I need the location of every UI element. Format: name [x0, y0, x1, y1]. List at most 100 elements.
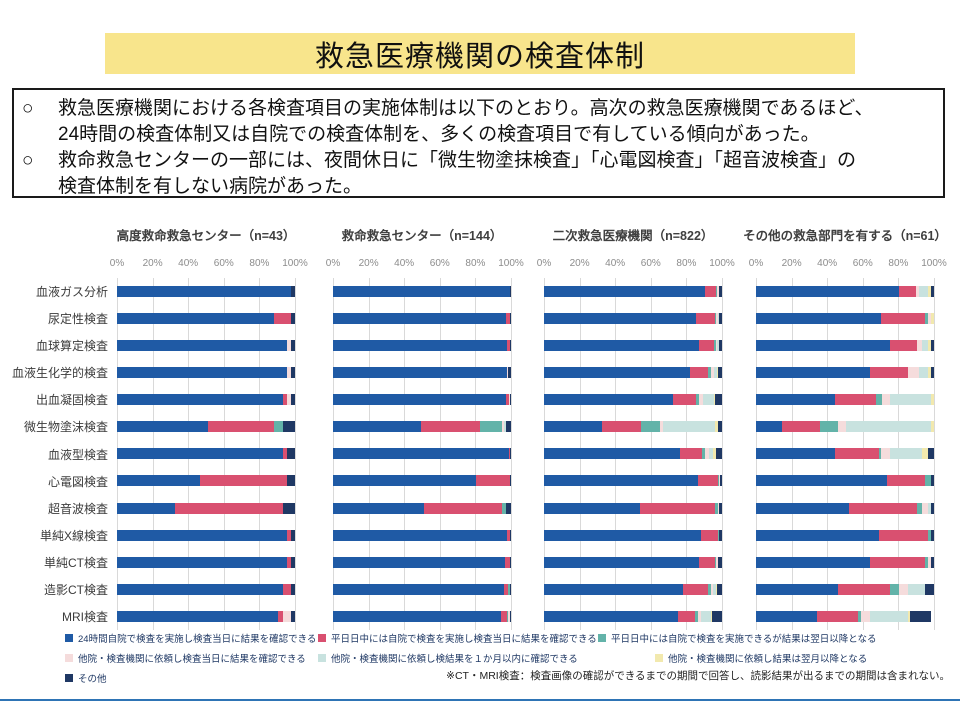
bar-row — [544, 467, 722, 494]
bar-segment-blue — [756, 610, 818, 622]
bar-segment-navy — [509, 448, 511, 460]
bar-segment-blue — [333, 583, 504, 595]
bar-segment-navy — [509, 529, 511, 541]
axis-tick: 60% — [429, 258, 450, 269]
row-label: 心電図検査 — [47, 474, 108, 489]
bar-segment-pink — [682, 583, 708, 595]
bar-segment-blue — [117, 529, 287, 541]
stacked-bar — [117, 421, 295, 433]
legend-chip-teal — [598, 634, 606, 642]
bar-row — [333, 603, 511, 630]
bar-segment-lightteal — [663, 421, 716, 433]
bar-segment-pink — [506, 313, 510, 325]
bar-segment-pink — [869, 367, 908, 379]
bar-segment-teal — [858, 610, 861, 622]
bullet-2-line-1: 救命救急センターの一部には、夜間休日に「微生物塗抹検査」「心電図検査」「超音波検… — [58, 150, 857, 171]
row-label: 造影CT検査 — [44, 582, 108, 597]
axis-tick: 80% — [888, 258, 909, 269]
bar-segment-lightyellow — [716, 367, 718, 379]
legend-label: その他 — [78, 674, 107, 685]
legend-item-weekday-nextday: 平日日中には自院で検査を実施できるが結果は翌日以降となる — [598, 631, 877, 645]
stacked-bar — [117, 367, 295, 379]
bar-segment-lightyellow — [713, 394, 716, 406]
bar-segment-lightteal — [928, 502, 932, 514]
bar-segment-teal — [641, 421, 661, 433]
bar-segment-lightpink — [881, 448, 891, 460]
bar-segment-blue — [333, 394, 507, 406]
bar-row — [117, 495, 295, 522]
bar-segment-navy — [718, 340, 722, 352]
stacked-bar — [756, 556, 934, 568]
bar-segment-teal — [480, 421, 503, 433]
axis-tick: 100% — [498, 258, 524, 269]
bar-segment-pink — [199, 475, 287, 487]
bar-segment-navy — [712, 610, 722, 622]
plot-area — [333, 278, 512, 630]
bar-segment-lightyellow — [930, 421, 934, 433]
bar-segment-lightyellow — [931, 394, 935, 406]
bar-segment-navy — [290, 367, 295, 379]
bar-segment-blue — [333, 313, 507, 325]
bar-segment-pink — [837, 583, 891, 595]
bar-segment-pink — [834, 448, 879, 460]
bar-segment-pink — [834, 394, 876, 406]
bar-row — [756, 576, 934, 603]
bar-segment-lightpink — [508, 610, 510, 622]
bar-segment-pink — [817, 610, 859, 622]
bar-segment-lightpink — [699, 394, 704, 406]
bar-segment-teal — [715, 502, 718, 514]
stacked-bar — [333, 421, 511, 433]
legend-label: 他院・検査機関に依頼し検結果を１か月以内に確認できる — [331, 654, 578, 665]
stacked-bar — [544, 583, 722, 595]
stacked-bar — [117, 502, 295, 514]
bar-segment-pink — [420, 421, 481, 433]
legend-chip-lightpink — [65, 654, 73, 662]
axis-tick: 0% — [748, 258, 764, 269]
bar-row — [117, 278, 295, 305]
legend-item-other: その他 — [65, 671, 107, 685]
bar-segment-teal — [707, 367, 712, 379]
bar-segment-blue — [756, 583, 838, 595]
bar-segment-navy — [286, 475, 295, 487]
bar-segment-teal — [508, 583, 510, 595]
bar-segment-lightyellow — [715, 583, 717, 595]
bar-segment-pink — [878, 529, 929, 541]
stacked-bar — [756, 367, 934, 379]
bar-segment-blue — [117, 556, 287, 568]
bar-segment-lightpink — [881, 394, 891, 406]
bar-segment-lightteal — [714, 367, 717, 379]
row-label: 血液生化学的検査 — [11, 366, 108, 381]
bullet-2-text: 救命救急センターの一部には、夜間休日に「微生物塗抹検査」「心電図検査」「超音波検… — [58, 148, 935, 200]
bar-row — [117, 305, 295, 332]
bar-segment-pink — [278, 610, 283, 622]
category-labels-column: 血液ガス分析 尿定性検査 血球算定検査 血液生化学的検査 出血凝固検査 微生物塗沫検査 血液… — [0, 278, 112, 630]
legend-label: 他院・検査機関に依頼し結果は翌月以降となる — [668, 654, 868, 665]
bar-row — [544, 359, 722, 386]
bar-segment-navy — [717, 421, 722, 433]
bar-segment-lightteal — [907, 583, 926, 595]
stacked-bar — [117, 610, 295, 622]
axis-tick: 40% — [817, 258, 838, 269]
bar-segment-blue — [544, 502, 640, 514]
bullet-marker: ○ — [22, 98, 34, 119]
bar-segment-lightteal — [919, 286, 928, 298]
bar-segment-navy — [719, 286, 722, 298]
bar-segment-lightpink — [916, 286, 920, 298]
stacked-bar — [544, 286, 722, 298]
bar-segment-blue — [117, 421, 209, 433]
bar-segment-navy — [931, 529, 934, 541]
bar-segment-lightteal — [708, 448, 714, 460]
axis-tick: 0% — [325, 258, 341, 269]
bar-row — [544, 305, 722, 332]
bar-segment-pink — [701, 529, 718, 541]
bar-segment-blue — [756, 529, 879, 541]
bar-segment-navy — [290, 286, 295, 298]
axis-tick: 100% — [709, 258, 735, 269]
legend-chip-pink — [318, 634, 326, 642]
bar-segment-blue — [544, 367, 690, 379]
bar-segment-teal — [707, 583, 712, 595]
bar-segment-lightpink — [282, 610, 291, 622]
bar-row — [756, 359, 934, 386]
bar-segment-pink — [282, 448, 287, 460]
